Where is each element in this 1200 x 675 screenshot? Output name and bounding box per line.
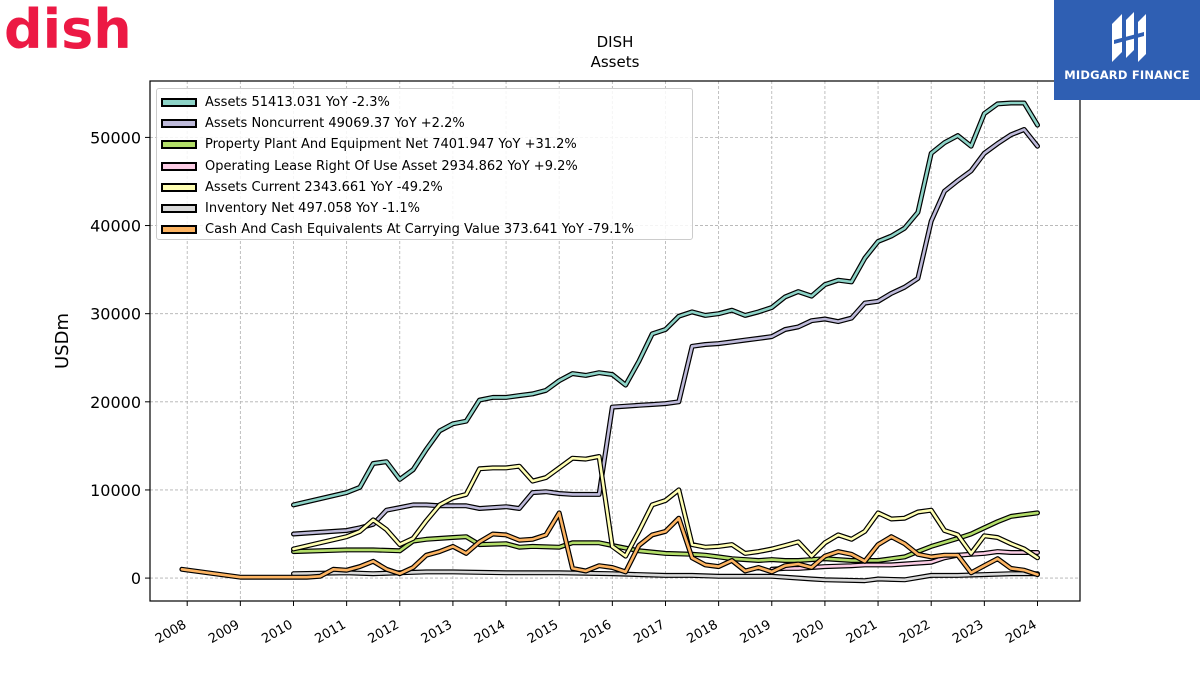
x-tick-label: 2011 (312, 617, 348, 647)
legend-item: Inventory Net 497.058 YoY -1.1% (157, 198, 692, 219)
legend-swatch (161, 119, 197, 129)
x-tick-label: 2019 (738, 617, 774, 647)
x-tick-label: 2017 (631, 617, 667, 647)
y-tick-label: 10000 (90, 481, 141, 500)
x-tick-label: 2020 (791, 617, 827, 647)
legend-swatch (161, 182, 197, 192)
legend-label: Assets 51413.031 YoY -2.3% (205, 95, 390, 111)
y-tick-label: 0 (131, 569, 141, 588)
legend-item: Property Plant And Equipment Net 7401.94… (157, 134, 692, 155)
chart-subtitle: Assets (590, 53, 640, 71)
series-line (292, 511, 1039, 562)
chart-title: DISH (596, 33, 634, 51)
legend-label: Inventory Net 497.058 YoY -1.1% (205, 201, 421, 217)
legend-label: Operating Lease Right Of Use Asset 2934.… (205, 158, 578, 174)
legend-swatch (161, 204, 197, 214)
series-cash-and-cash-equivalents-at-carrying-value (179, 510, 1040, 580)
x-tick-label: 2024 (1003, 617, 1039, 647)
y-axis-label: USDm (52, 313, 73, 369)
legend-item: Assets 51413.031 YoY -2.3% (157, 92, 692, 113)
x-tick-label: 2008 (153, 617, 189, 647)
x-tick-label: 2010 (259, 617, 295, 647)
legend-swatch (161, 98, 197, 108)
gridlines (150, 81, 1080, 601)
x-tick-label: 2014 (472, 617, 508, 647)
plot-frame (149, 80, 1081, 602)
x-tick-label: 2009 (206, 617, 242, 647)
series-assets (291, 100, 1040, 508)
midgard-logo-text: MIDGARD FINANCE (1064, 68, 1190, 82)
x-tick-label: 2023 (950, 617, 986, 647)
svg-text:dish: dish (4, 2, 132, 58)
x-tick-label: 2021 (844, 617, 880, 647)
y-tick-label: 40000 (90, 217, 141, 236)
legend-swatch (161, 140, 197, 150)
legend: Assets 51413.031 YoY -2.3% Assets Noncurr… (156, 88, 693, 240)
midgard-emblem-icon (1112, 12, 1146, 62)
legend-label: Assets Current 2343.661 YoY -49.2% (205, 179, 443, 195)
x-tick-label: 2015 (525, 617, 561, 647)
y-tick-label: 20000 (90, 393, 141, 412)
series-assets-current (291, 454, 1040, 561)
series-property-plant-and-equipment-net (291, 510, 1040, 563)
legend-label: Cash And Cash Equivalents At Carrying Va… (205, 222, 634, 238)
series-assets-noncurrent (291, 127, 1040, 537)
x-tick-label: 2018 (684, 617, 720, 647)
legend-item: Operating Lease Right Of Use Asset 2934.… (157, 156, 692, 177)
x-tick-label: 2016 (578, 617, 614, 647)
series-line (292, 128, 1039, 536)
legend-item: Assets Current 2343.661 YoY -49.2% (157, 177, 692, 198)
series-line (292, 101, 1039, 507)
legend-label: Assets Noncurrent 49069.37 YoY +2.2% (205, 116, 465, 132)
x-tick-label: 2012 (366, 617, 402, 647)
legend-swatch (161, 225, 197, 235)
dish-logo: dish (4, 2, 132, 58)
series-line (292, 570, 1039, 582)
y-tick-label: 30000 (90, 305, 141, 324)
y-tick-label: 50000 (90, 128, 141, 147)
x-tick-label: 2022 (897, 617, 933, 647)
series-lines (179, 100, 1040, 584)
legend-item: Cash And Cash Equivalents At Carrying Va… (157, 219, 692, 240)
series-inventory-net (291, 569, 1040, 584)
x-tick-label: 2013 (419, 617, 455, 647)
series-line (292, 455, 1039, 560)
legend-label: Property Plant And Equipment Net 7401.94… (205, 137, 577, 153)
midgard-finance-logo: MIDGARD FINANCE (1054, 0, 1200, 100)
legend-swatch (161, 161, 197, 171)
legend-item: Assets Noncurrent 49069.37 YoY +2.2% (157, 113, 692, 134)
series-line (180, 511, 1039, 579)
